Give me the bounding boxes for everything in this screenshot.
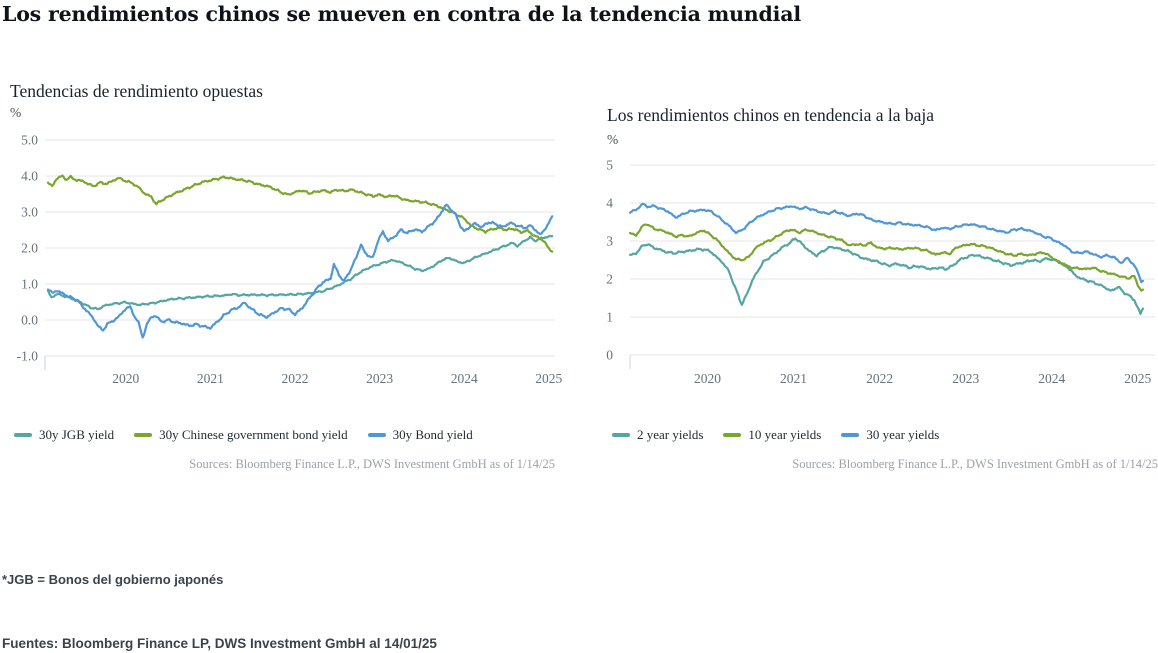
chart-right-unit: % (607, 132, 619, 147)
legend-label: 2 year yields (637, 427, 704, 442)
y-tick-label: -1.0 (17, 349, 39, 364)
legend-swatch-cn-10y (723, 433, 742, 437)
x-tick-label: 2020 (694, 371, 721, 386)
y-tick-label: 1.0 (21, 277, 38, 292)
x-tick-label: 2024 (1038, 371, 1065, 386)
legend-item-jgb-30y: 30y JGB yield (14, 427, 114, 443)
x-tick-label: 2025 (535, 371, 562, 386)
y-tick-label: 5 (606, 158, 613, 173)
legend-label: 30y Bond yield (392, 427, 473, 442)
x-tick-label: 2025 (1124, 371, 1151, 386)
series-line-cn-2y (628, 237, 1145, 315)
x-tick-label: 2022 (282, 371, 309, 386)
x-tick-label: 2022 (866, 371, 893, 386)
y-tick-label: 0 (606, 348, 613, 363)
legend-label: 10 year yields (748, 427, 822, 442)
legend-left: 30y JGB yield 30y Chinese government bond… (14, 427, 473, 443)
footnote-jgb: *JGB = Bonos del gobierno japonés (2, 572, 224, 587)
x-tick-label: 2023 (366, 371, 393, 386)
series-line-jgb-30y (46, 234, 554, 311)
legend-swatch-jgb-30y (14, 433, 32, 437)
x-tick-label: 2020 (112, 371, 139, 386)
legend-swatch-cn-2y (612, 433, 630, 437)
series-line-cn-10y (628, 223, 1145, 292)
y-tick-label: 5.0 (21, 133, 38, 148)
y-tick-label: 0.0 (21, 313, 38, 328)
sources-line: Fuentes: Bloomberg Finance LP, DWS Inves… (2, 636, 437, 651)
y-tick-label: 4.0 (21, 169, 38, 184)
legend-item-cgb-30y: 30y Chinese government bond yield (134, 427, 348, 443)
line-chart-left: 5.0 4.0 3.0 2.0 1.0 0.0 -1.0 2020 2021 2022 2023 20… (17, 133, 563, 387)
y-tick-label: 3 (606, 234, 613, 249)
series-line-cn-30y (628, 202, 1145, 284)
legend-item-bond-30y: 30y Bond yield (367, 427, 473, 443)
legend-swatch-cgb-30y (134, 433, 153, 437)
legend-item-cn-2y: 2 year yields (612, 427, 703, 443)
legend-swatch-bond-30y (367, 433, 386, 437)
y-tick-label: 3.0 (21, 205, 38, 220)
x-tick-label: 2021 (780, 371, 807, 386)
y-tick-label: 1 (606, 310, 613, 325)
chart-right-title: Los rendimientos chinos en tendencia a l… (607, 105, 935, 125)
chart-left-title: Tendencias de rendimiento opuestas (10, 81, 263, 101)
legend-item-cn-30y: 30 year yields (841, 427, 939, 443)
legend-right: 2 year yields 10 year yields 30 year yield… (612, 427, 939, 443)
legend-item-cn-10y: 10 year yields (723, 427, 821, 443)
y-tick-label: 2 (606, 272, 613, 287)
x-tick-label: 2021 (197, 371, 224, 386)
y-tick-label: 2.0 (21, 241, 38, 256)
legend-label: 30y Chinese government bond yield (159, 427, 348, 442)
chart-left-unit: % (10, 105, 22, 120)
series-line-bond-30y (46, 203, 554, 339)
page-title: Los rendimientos chinos se mueven en con… (2, 2, 801, 26)
legend-swatch-cn-30y (841, 433, 860, 437)
line-chart-right: 5 4 3 2 1 0 2020 2021 2022 2023 2024 2025 (606, 158, 1155, 386)
legend-label: 30y JGB yield (39, 427, 115, 442)
x-tick-label: 2024 (451, 371, 478, 386)
x-tick-label: 2023 (952, 371, 979, 386)
chart-right-source: Sources: Bloomberg Finance L.P., DWS Inv… (792, 457, 1158, 471)
chart-left-source: Sources: Bloomberg Finance L.P., DWS Inv… (189, 457, 555, 471)
y-tick-label: 4 (606, 196, 613, 211)
series-line-cgb-30y (46, 174, 554, 253)
legend-label: 30 year yields (866, 427, 940, 442)
